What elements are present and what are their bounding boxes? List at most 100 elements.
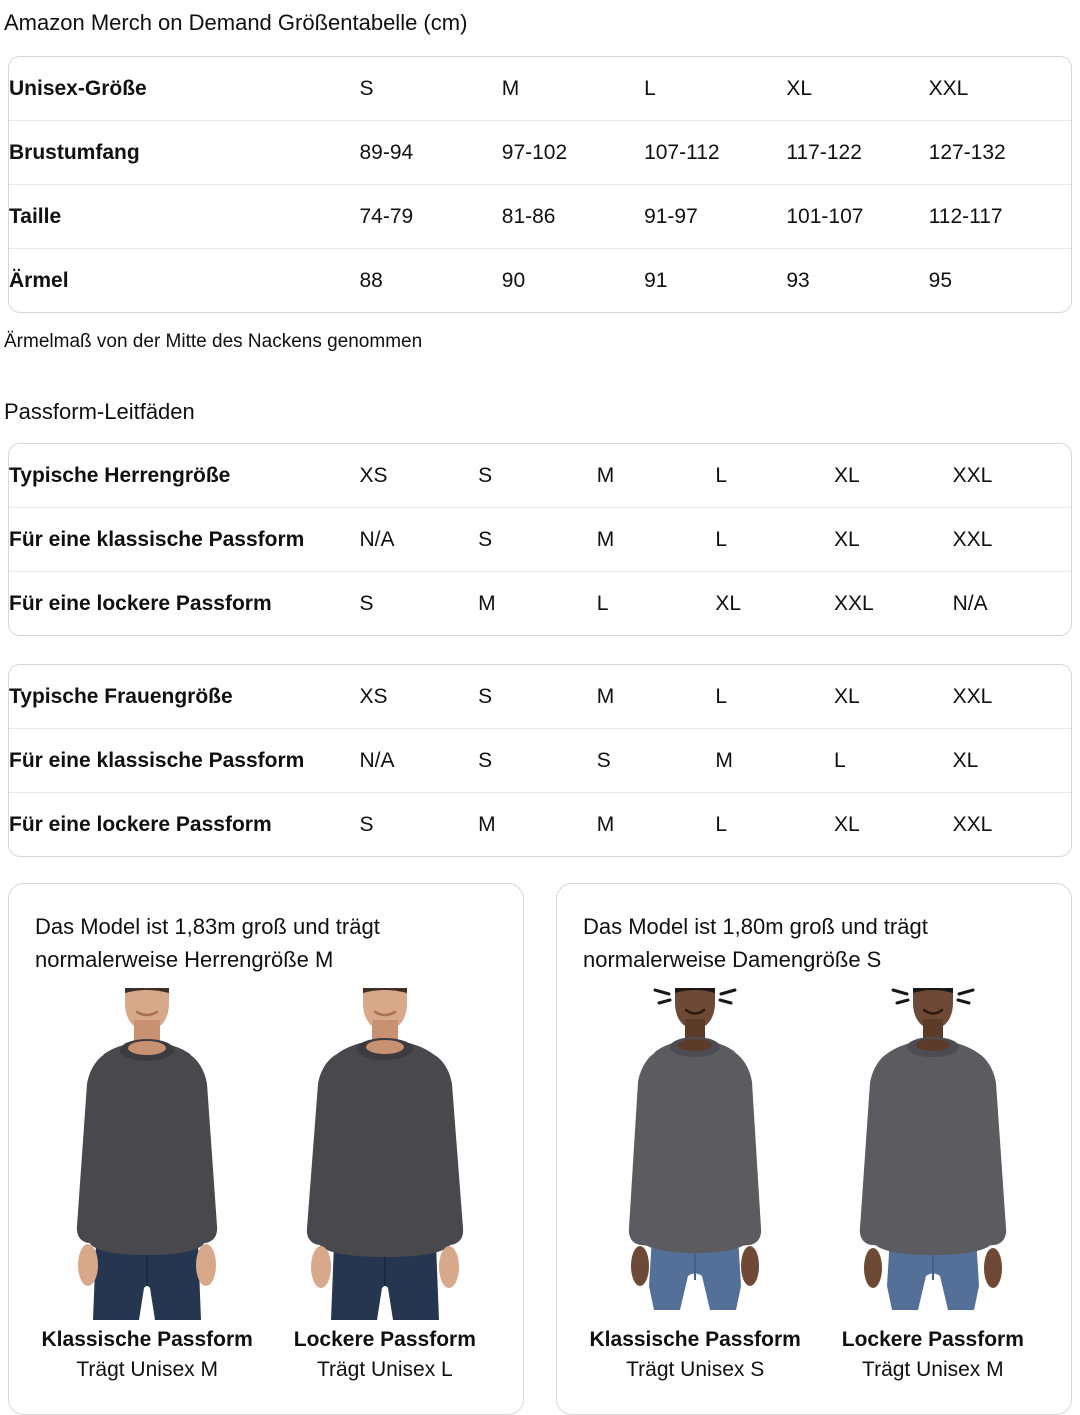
womens-model-card: Das Model ist 1,80m groß und trägt norma…: [556, 883, 1072, 1415]
size-cell: XL: [833, 463, 860, 487]
mouth: [684, 1008, 706, 1015]
left-hand: [78, 1244, 99, 1286]
row-label: Taille: [9, 184, 360, 248]
hair-twists: [891, 988, 975, 1005]
size-cell: XXL: [833, 571, 953, 635]
size-cell: S: [359, 76, 374, 100]
hair-twists: [653, 988, 737, 1005]
size-cell: L: [715, 463, 728, 487]
left-hand: [631, 1246, 650, 1286]
mouth: [922, 1008, 944, 1015]
value-cell: 101-107: [786, 184, 929, 248]
right-hand: [741, 1246, 760, 1286]
table-row: Typische Frauengröße XS S M L XL XXL: [9, 665, 1071, 728]
sleeve-measure-note: Ärmelmaß von der Mitte des Nackens genom…: [4, 331, 423, 352]
photos-row: Klassische Passform Trägt Unisex S: [579, 988, 1049, 1382]
female-model-loose-fit-photo: [859, 988, 1006, 1310]
value-cell: 127-132: [928, 120, 1071, 184]
unisex-size-table: Unisex-Größe S M L XL XXL Brustumfang 89…: [8, 56, 1072, 313]
shirt-left-sleeve: [629, 1052, 669, 1246]
size-cell: XL: [833, 684, 860, 708]
size-cell: L: [715, 507, 834, 571]
size-cell: N/A: [952, 571, 1071, 635]
shirt-torso: [318, 1040, 451, 1257]
size-cell: M: [596, 507, 716, 571]
row-label: Typische Frauengröße: [9, 684, 233, 708]
photo-column: Klassische Passform Trägt Unisex M: [33, 988, 261, 1382]
size-cell: XXL: [928, 76, 969, 100]
hair: [362, 988, 407, 993]
row-label: Für eine lockere Passform: [9, 571, 360, 635]
shirt-left-sleeve: [306, 1054, 351, 1246]
fit-label: Klassische Passform: [589, 1328, 801, 1351]
shirt-right-sleeve: [722, 1052, 762, 1246]
size-cell: XL: [952, 728, 1071, 792]
shirt-right-sleeve: [418, 1054, 463, 1246]
value-cell: 97-102: [501, 120, 645, 184]
size-cell: XS: [359, 463, 388, 487]
value-cell: 81-86: [501, 184, 645, 248]
shirt-left-sleeve: [859, 1053, 902, 1246]
size-cell: M: [478, 571, 597, 635]
value-cell: 95: [928, 248, 1071, 312]
fit-label: Lockere Passform: [841, 1328, 1024, 1351]
photo-column: Lockere Passform Trägt Unisex L: [271, 988, 499, 1382]
model-description: Das Model ist 1,80m groß und trägt norma…: [583, 914, 928, 972]
worn-size-label: Trägt Unisex M: [76, 1358, 218, 1381]
left-hand: [863, 1248, 882, 1288]
table-row: Typische Herrengröße XS S M L XL XXL: [9, 444, 1071, 507]
mouth: [135, 1010, 159, 1017]
size-cell: L: [715, 684, 728, 708]
size-cell: XS: [359, 684, 388, 708]
fit-guides-heading: Passform-Leitfäden: [4, 399, 195, 424]
row-label: Für eine klassische Passform: [9, 507, 360, 571]
size-cell: S: [478, 463, 493, 487]
table-row: Für eine klassische Passform N/A S S M L…: [9, 728, 1071, 792]
left-hand: [310, 1246, 331, 1288]
size-cell: M: [501, 76, 520, 100]
womens-fit-table: Typische Frauengröße XS S M L XL XXL Für…: [8, 664, 1072, 857]
size-cell: XL: [833, 507, 953, 571]
value-cell: 112-117: [928, 184, 1071, 248]
value-cell: 74-79: [359, 184, 502, 248]
value-cell: 93: [786, 248, 929, 312]
page-title: Amazon Merch on Demand Größentabelle (cm…: [4, 10, 468, 35]
size-cell: XXL: [952, 792, 1071, 856]
row-label: Typische Herrengröße: [9, 463, 231, 487]
size-cell: S: [596, 728, 716, 792]
female-model-classic-fit-photo: [629, 988, 762, 1310]
shirt-torso: [872, 1040, 993, 1255]
size-cell: M: [596, 684, 615, 708]
row-label: Unisex-Größe: [9, 76, 147, 100]
size-chart-page: Amazon Merch on Demand Größentabelle (cm…: [0, 8, 1080, 1415]
shirt-left-sleeve: [77, 1054, 119, 1244]
size-cell: M: [596, 792, 716, 856]
shirt-right-sleeve: [176, 1054, 218, 1244]
size-cell: M: [715, 728, 834, 792]
worn-size-label: Trägt Unisex S: [626, 1358, 765, 1381]
right-hand: [196, 1244, 217, 1286]
table-row: Brustumfang 89-94 97-102 107-112 117-122…: [9, 120, 1071, 184]
worn-size-label: Trägt Unisex M: [862, 1358, 1004, 1381]
male-model-loose-fit-photo: [306, 988, 463, 1320]
face: [912, 988, 953, 1029]
table-row: Unisex-Größe S M L XL XXL: [9, 57, 1071, 120]
table-row: Für eine klassische Passform N/A S M L X…: [9, 507, 1071, 571]
hair: [125, 988, 170, 993]
model-cards: Das Model ist 1,83m groß und trägt norma…: [8, 883, 1072, 1415]
row-label: Für eine lockere Passform: [9, 792, 360, 856]
worn-size-label: Trägt Unisex L: [316, 1358, 453, 1381]
size-cell: L: [596, 571, 716, 635]
fit-label: Klassische Passform: [41, 1328, 253, 1351]
size-cell: L: [833, 728, 953, 792]
size-cell: N/A: [359, 507, 479, 571]
collar-opening: [915, 1039, 950, 1051]
fit-label: Lockere Passform: [293, 1328, 476, 1351]
table-row: Taille 74-79 81-86 91-97 101-107 112-117: [9, 184, 1071, 248]
size-cell: S: [478, 728, 597, 792]
male-model-classic-fit-photo: [77, 988, 218, 1320]
collar-opening: [128, 1041, 167, 1055]
size-cell: L: [644, 76, 656, 100]
size-cell: XL: [833, 792, 953, 856]
size-cell: XXL: [952, 463, 993, 487]
